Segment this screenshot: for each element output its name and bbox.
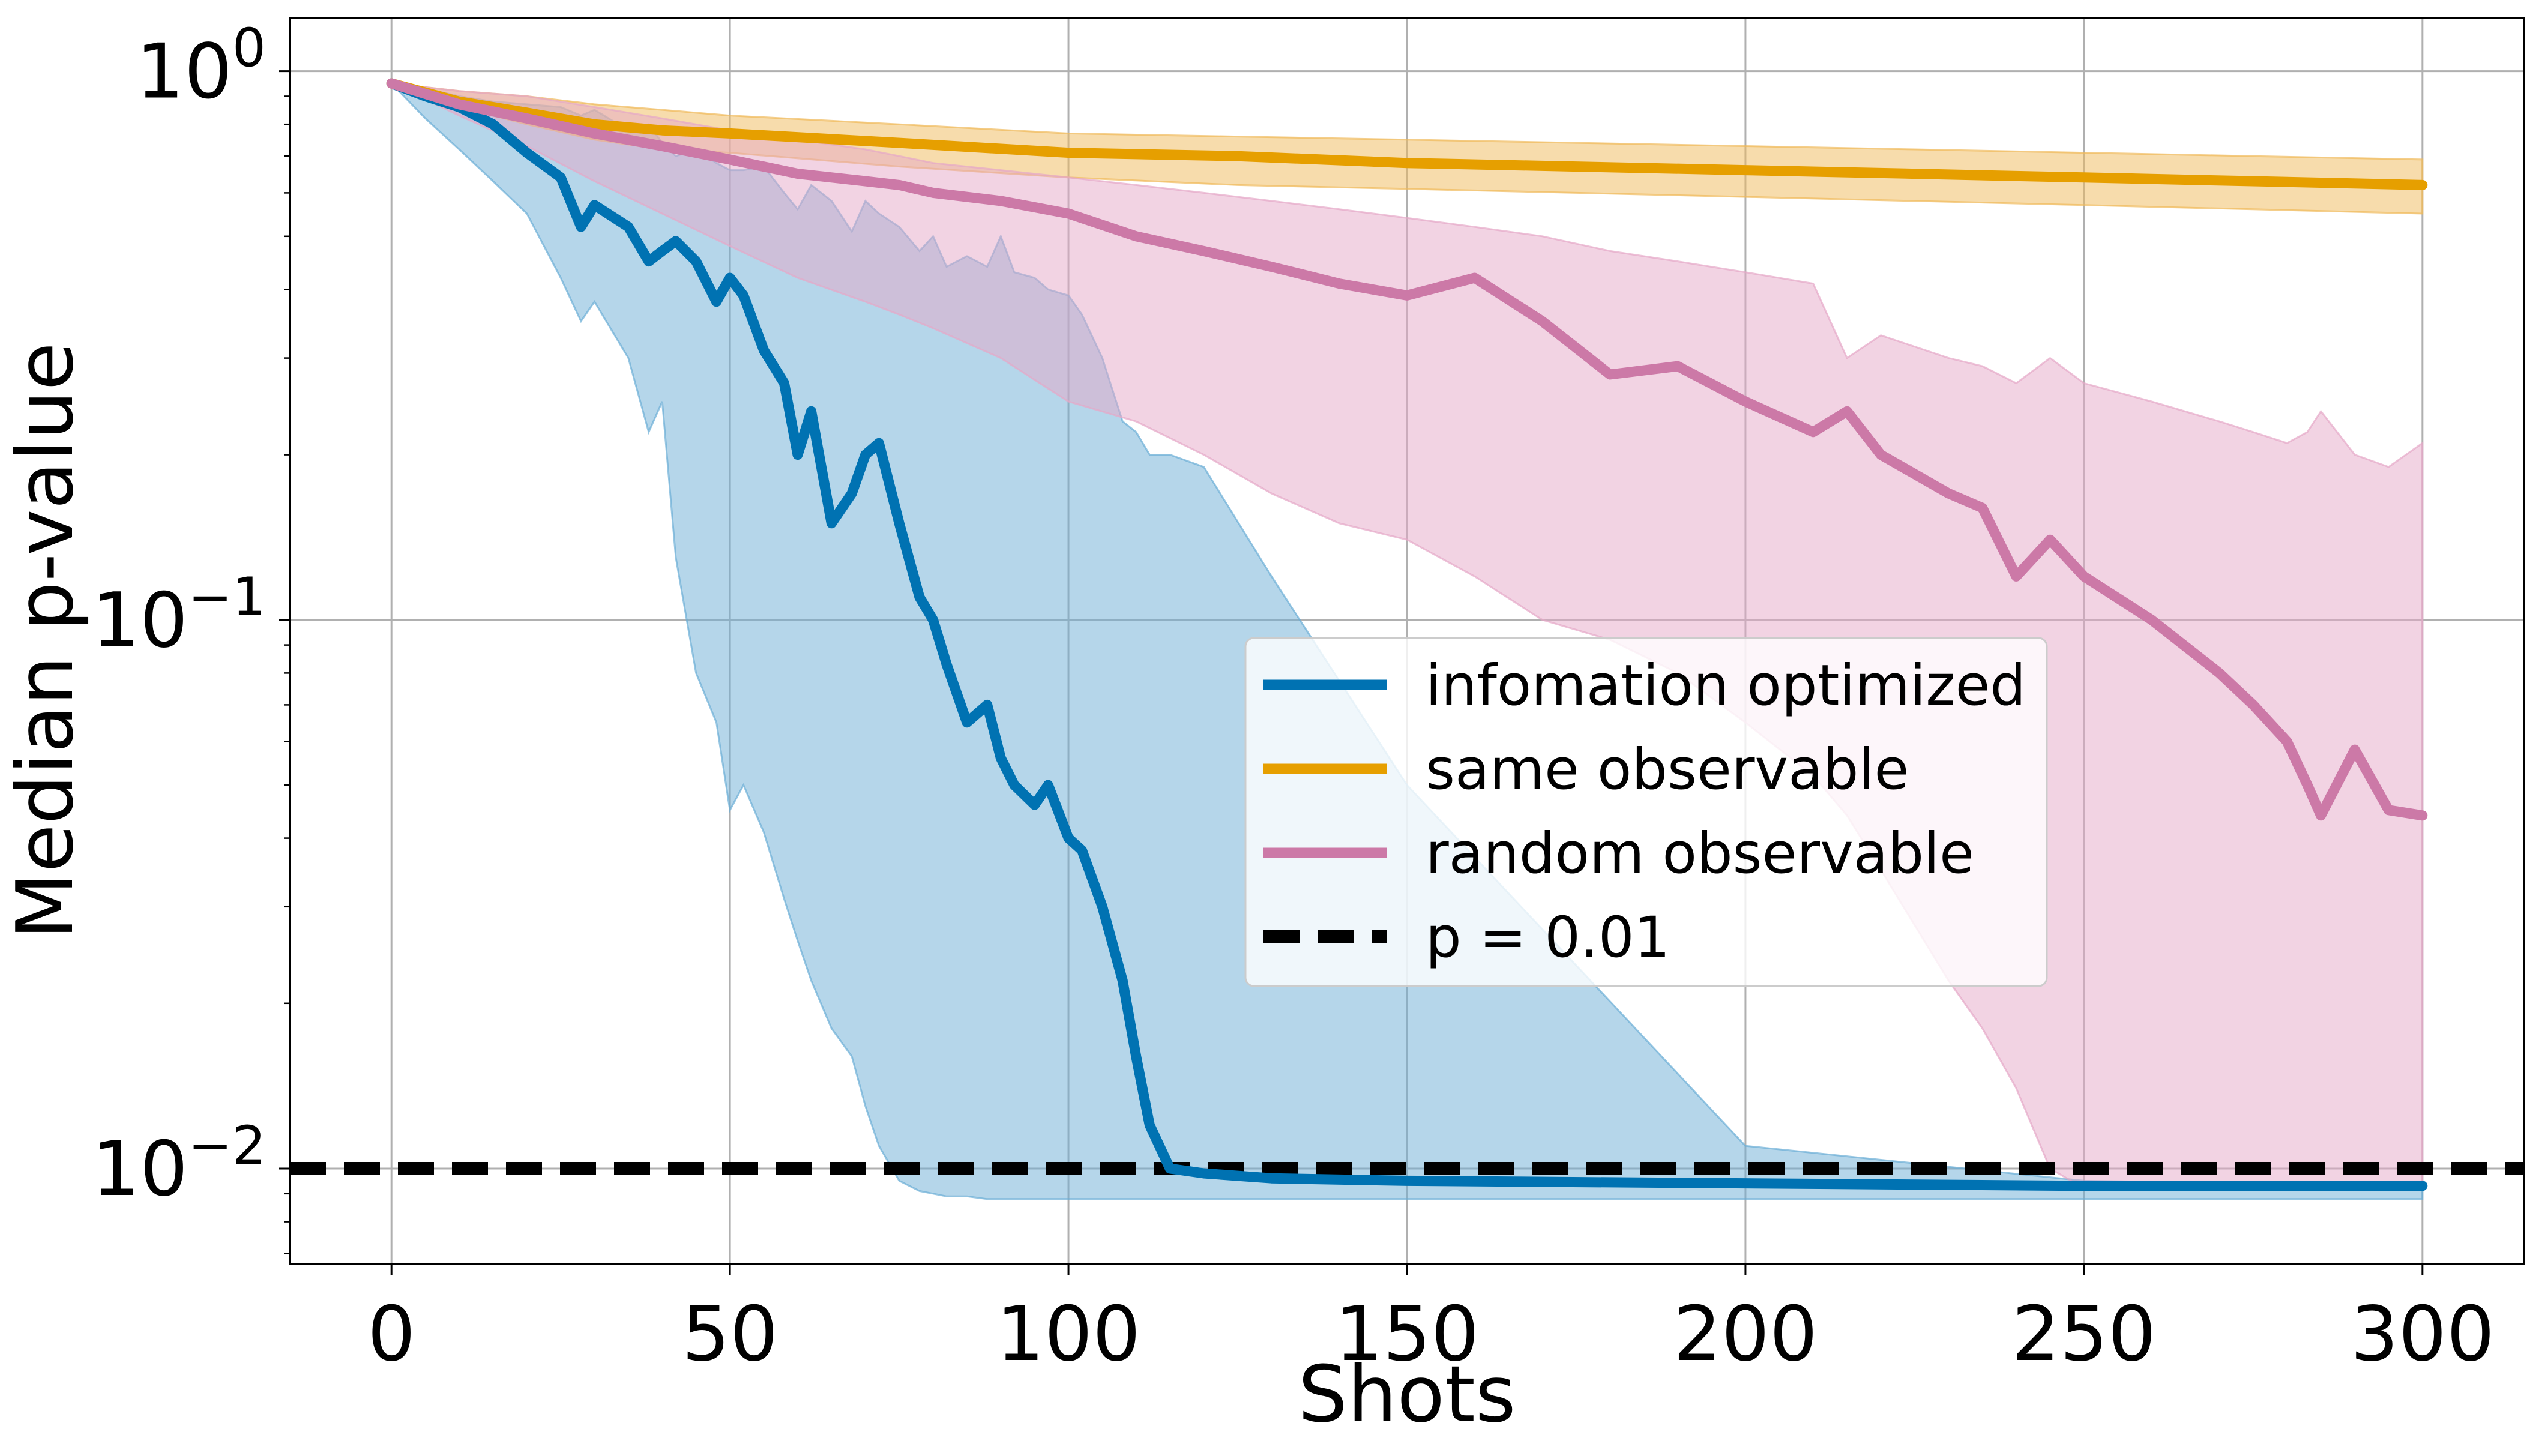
series-line-0 bbox=[386, 78, 2428, 1191]
legend-label: random observable bbox=[1426, 821, 1974, 886]
series-line-1 bbox=[386, 78, 2428, 190]
legend-box bbox=[1244, 637, 2048, 987]
y-tick-label: 10−1 bbox=[92, 566, 266, 664]
legend-label: same observable bbox=[1426, 737, 1909, 802]
x-axis-label: Shots bbox=[1298, 1349, 1516, 1440]
y-tick-label: 10−2 bbox=[92, 1115, 266, 1213]
series-lines bbox=[386, 78, 2428, 1191]
x-tick-label: 250 bbox=[2012, 1290, 2157, 1378]
x-tick-label: 50 bbox=[682, 1290, 778, 1378]
x-tick-label: 300 bbox=[2351, 1290, 2495, 1378]
x-tick-label: 150 bbox=[1335, 1290, 1480, 1378]
axis-ticks: 0 50 100 150 200 250 300 100 10−1 10−2 bbox=[92, 17, 2495, 1378]
series-line-2 bbox=[386, 78, 2428, 821]
y-axis-label: Median p-value bbox=[0, 342, 91, 939]
y-tick-label: 100 bbox=[136, 17, 266, 116]
legend-label: infomation optimized bbox=[1426, 653, 2026, 718]
x-tick-label: 0 bbox=[367, 1290, 415, 1378]
x-tick-label: 100 bbox=[996, 1290, 1141, 1378]
legend: infomation optimized same observable rando… bbox=[1244, 637, 2048, 987]
x-tick-label: 200 bbox=[1673, 1290, 1818, 1378]
legend-label: p = 0.01 bbox=[1426, 905, 1670, 970]
